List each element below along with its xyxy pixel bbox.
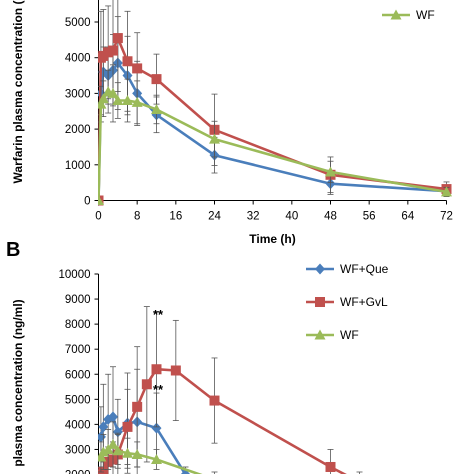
data-point <box>151 74 162 85</box>
x-tick-label: 8 <box>134 211 140 223</box>
data-point <box>107 438 119 449</box>
y-tick-label: 8000 <box>65 319 91 331</box>
y-tick-label: 0 <box>84 196 90 208</box>
x-tick-label: 56 <box>363 211 376 223</box>
y-tick-label: 4000 <box>65 53 91 65</box>
x-tick-label: 48 <box>324 211 337 223</box>
x-tick-label: 72 <box>440 211 453 223</box>
y-tick-label: 1000 <box>65 160 91 172</box>
significance-annotation: ** <box>153 382 164 397</box>
significance-annotation: ** <box>153 307 164 322</box>
data-point <box>131 448 143 459</box>
data-point <box>170 365 181 376</box>
y-tick-label: 5000 <box>65 394 91 406</box>
data-point <box>325 166 336 177</box>
y-tick-label: 2000 <box>65 124 91 136</box>
x-tick-label: 40 <box>285 211 298 223</box>
data-point <box>141 379 152 390</box>
data-point <box>325 461 336 472</box>
data-point <box>112 95 124 106</box>
legend-label: WF+Que <box>340 262 389 276</box>
legend-swatch-marker <box>390 9 402 20</box>
data-point <box>151 422 162 434</box>
x-tick-label: 0 <box>95 211 101 223</box>
y-tick-label: 6000 <box>65 369 91 381</box>
y-tick-label: 5000 <box>65 17 91 29</box>
data-point <box>102 443 114 454</box>
data-point <box>180 469 191 474</box>
series-line <box>98 90 447 201</box>
series-wf <box>98 64 452 205</box>
data-point <box>209 133 220 144</box>
y-tick-label: 3000 <box>65 444 91 456</box>
panel-label: B <box>6 239 20 261</box>
legend-label: WF <box>340 328 359 342</box>
data-point <box>98 195 104 205</box>
x-axis-title: Time (h) <box>249 232 295 246</box>
plot-area <box>98 306 363 474</box>
data-point <box>131 96 143 107</box>
data-point <box>122 95 133 106</box>
data-point <box>112 445 124 456</box>
data-point <box>122 56 133 67</box>
series-wf-que <box>98 16 452 206</box>
legend-swatch-marker <box>315 263 325 275</box>
legend-entry: WF+GvL <box>306 295 388 309</box>
legend-entry: WF <box>306 328 359 342</box>
data-point <box>151 103 162 114</box>
data-point <box>132 63 143 74</box>
y-tick-label: 3000 <box>65 88 91 100</box>
data-point <box>98 466 109 474</box>
legend-label: WF <box>416 8 435 22</box>
y-axis-title: Warfarin plasma concentration ( <box>11 1 25 184</box>
data-point <box>98 446 109 457</box>
panel-b-chart: 2000 3000 4000 5000 6000 7000 8000 9000 10000 pla… <box>6 239 389 474</box>
legend: WF+Que WF+GvL WF <box>306 262 389 342</box>
data-point <box>209 395 220 406</box>
data-point <box>108 45 118 56</box>
legend: WF <box>382 8 435 22</box>
y-tick-label: 7000 <box>65 344 91 356</box>
legend-entry: WF+Que <box>306 262 389 276</box>
legend-label: WF+GvL <box>340 295 388 309</box>
x-tick-label: 24 <box>208 211 221 223</box>
series-wf <box>98 421 218 474</box>
legend-swatch-marker <box>314 329 326 340</box>
x-tick-label: 64 <box>401 211 414 223</box>
x-tick-label: 16 <box>169 211 182 223</box>
y-tick-label: 9000 <box>65 294 91 306</box>
y-tick-label: 2000 <box>65 470 91 474</box>
data-point <box>122 421 133 432</box>
data-point <box>151 453 162 464</box>
data-point <box>132 401 143 412</box>
series-line <box>98 36 447 201</box>
legend-swatch-marker <box>315 297 325 307</box>
data-point <box>98 431 106 443</box>
data-point <box>108 411 118 423</box>
panel-a-chart: 0 1000 2000 3000 4000 5000 0 8 16 24 32 40 48 56 64 72 T… <box>11 0 453 246</box>
data-point <box>441 186 452 197</box>
data-point <box>112 33 123 44</box>
y-axis-title: plasma concentration (ng/ml) <box>11 299 25 466</box>
data-point <box>107 87 119 98</box>
x-tick-label: 32 <box>247 211 260 223</box>
data-point <box>151 364 162 375</box>
plot-area <box>98 0 452 206</box>
series-wf-gvl <box>98 306 363 474</box>
legend-entry: WF <box>382 8 435 22</box>
series-line <box>98 61 447 201</box>
y-tick-label: 4000 <box>65 419 91 431</box>
data-point <box>98 93 109 104</box>
y-tick-label: 10000 <box>59 269 91 281</box>
data-point <box>122 447 133 458</box>
